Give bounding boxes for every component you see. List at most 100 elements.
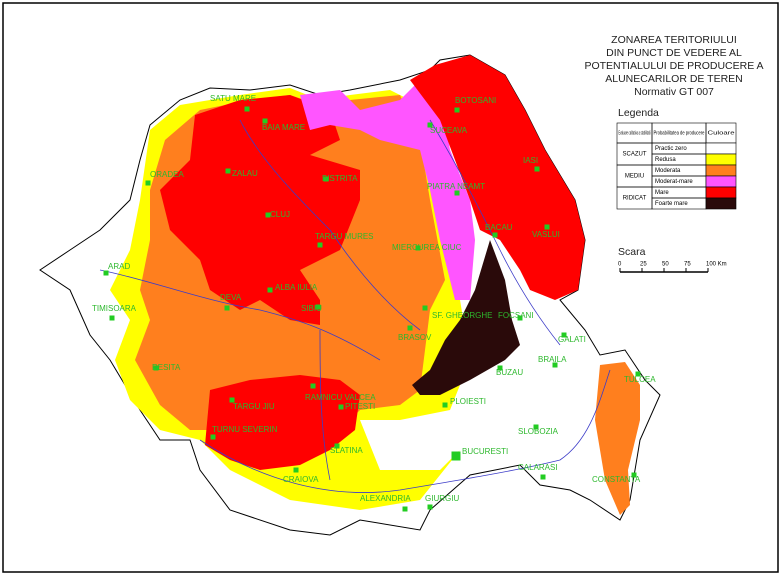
city-marker <box>631 472 637 478</box>
city-marker <box>442 402 448 408</box>
scale-label: 0 <box>618 262 622 268</box>
legend-header: Culoare <box>708 130 735 136</box>
city-label: SATU MARE <box>210 94 256 103</box>
city-label: BAIA MARE <box>262 123 305 132</box>
legend-label: Practic zero <box>655 146 687 152</box>
legend-label: Moderat-mare <box>655 179 693 185</box>
city-label: BRAILA <box>538 355 567 364</box>
legend-swatch <box>705 142 737 155</box>
legend: Legenda Evaluare calitativa a stabilitati… <box>616 107 737 210</box>
city-label: GIURGIU <box>425 494 459 503</box>
river <box>239 119 421 331</box>
city-marker <box>244 106 250 112</box>
city-marker <box>427 504 433 510</box>
city-marker <box>454 190 460 196</box>
city-label: ALEXANDRIA <box>360 494 411 503</box>
city-label: FOCSANI <box>498 311 534 320</box>
city-label: SLATINA <box>330 446 363 455</box>
city-marker <box>145 180 151 186</box>
city-label: BACAU <box>485 223 513 232</box>
legend-label: Moderata <box>655 168 681 174</box>
legend-label: Redusa <box>655 157 676 163</box>
city-label: BRASOV <box>398 333 432 342</box>
city-label: PLOIESTI <box>450 397 486 406</box>
cities: SATU MARE BAIA MARE ORADEA ZALAU BISTRITA CLU… <box>92 94 656 512</box>
city-label: SF. GHEORGHE <box>432 311 492 320</box>
city-label: CRAIOVA <box>283 475 319 484</box>
city-marker <box>454 107 460 113</box>
city-label: TARGU MURES <box>315 232 374 241</box>
city-marker <box>492 232 498 238</box>
city-label: PIATRA NEAMT <box>427 182 485 191</box>
city-marker <box>293 467 299 473</box>
legend-group: RIDICAT <box>623 196 647 202</box>
city-marker <box>517 315 523 321</box>
legend-group: SCAZUT <box>623 152 647 158</box>
scale-label: 100 Km <box>706 262 727 268</box>
city-marker <box>407 325 413 331</box>
scale-bar: Scara 0 25 50 75 100 Km <box>618 246 727 273</box>
zone-mare-est <box>410 55 585 300</box>
legend-header: Evaluare calitativa a stabilitatii <box>619 130 651 136</box>
title-line: Normativ GT 007 <box>634 86 714 98</box>
legend-group: MEDIU <box>625 174 644 180</box>
city-marker <box>415 245 421 251</box>
city-marker <box>109 315 115 321</box>
city-marker <box>315 304 321 310</box>
city-marker <box>533 424 539 430</box>
city-label: SIBIU <box>301 304 322 313</box>
city-label: MIERCUREA CIUC <box>392 243 462 252</box>
zone-foarte-mare <box>412 240 520 395</box>
city-label: VASLUI <box>532 230 560 239</box>
legend-label: Mare <box>655 190 669 196</box>
city-label: GALATI <box>558 335 586 344</box>
city-marker <box>265 212 271 218</box>
scale-label: 25 <box>640 262 647 268</box>
scale-label: 75 <box>684 262 691 268</box>
zone-moderat-mare <box>300 85 475 300</box>
city-label: SUCEAVA <box>430 126 468 135</box>
city-marker <box>323 176 329 182</box>
river <box>99 269 381 361</box>
city-label: TURNU SEVERIN <box>212 425 278 434</box>
city-label: BOTOSANI <box>455 96 496 105</box>
city-label: CLUJ <box>270 210 290 219</box>
city-marker <box>225 168 231 174</box>
scale-label: 50 <box>662 262 669 268</box>
city-marker <box>338 404 344 410</box>
city-marker <box>310 383 316 389</box>
city-label: TULCEA <box>624 375 656 384</box>
city-label: ARAD <box>108 262 130 271</box>
city-marker <box>552 362 558 368</box>
city-label: BUZAU <box>496 368 523 377</box>
city-label: TARGU JIU <box>233 402 275 411</box>
zone-mare-vest <box>160 95 360 325</box>
city-marker <box>544 224 550 230</box>
city-label: CALARASI <box>518 463 558 472</box>
city-marker <box>267 287 273 293</box>
city-label: ORADEA <box>150 170 184 179</box>
river <box>429 119 561 346</box>
city-marker <box>540 474 546 480</box>
legend-swatch <box>705 197 737 210</box>
city-label: IASI <box>523 156 538 165</box>
city-label: RESITA <box>152 363 181 372</box>
legend-swatch <box>705 186 737 199</box>
river <box>199 369 611 493</box>
title-line: DIN PUNCT DE VEDERE AL <box>606 47 742 59</box>
scale-title: Scara <box>618 246 646 258</box>
river <box>319 329 331 481</box>
city-marker <box>153 365 159 371</box>
legend-header: Probabilitatea de producere <box>654 130 705 136</box>
city-marker <box>317 242 323 248</box>
city-label: PITESTI <box>345 402 375 411</box>
title-line: ZONAREA TERITORIULUI <box>611 34 737 46</box>
city-label: DEVA <box>220 293 242 302</box>
city-marker <box>224 305 230 311</box>
city-marker <box>534 166 540 172</box>
city-label: SLOBOZIA <box>518 427 559 436</box>
city-label: TIMISOARA <box>92 304 137 313</box>
city-marker <box>427 122 433 128</box>
city-label: BUCURESTI <box>462 447 508 456</box>
